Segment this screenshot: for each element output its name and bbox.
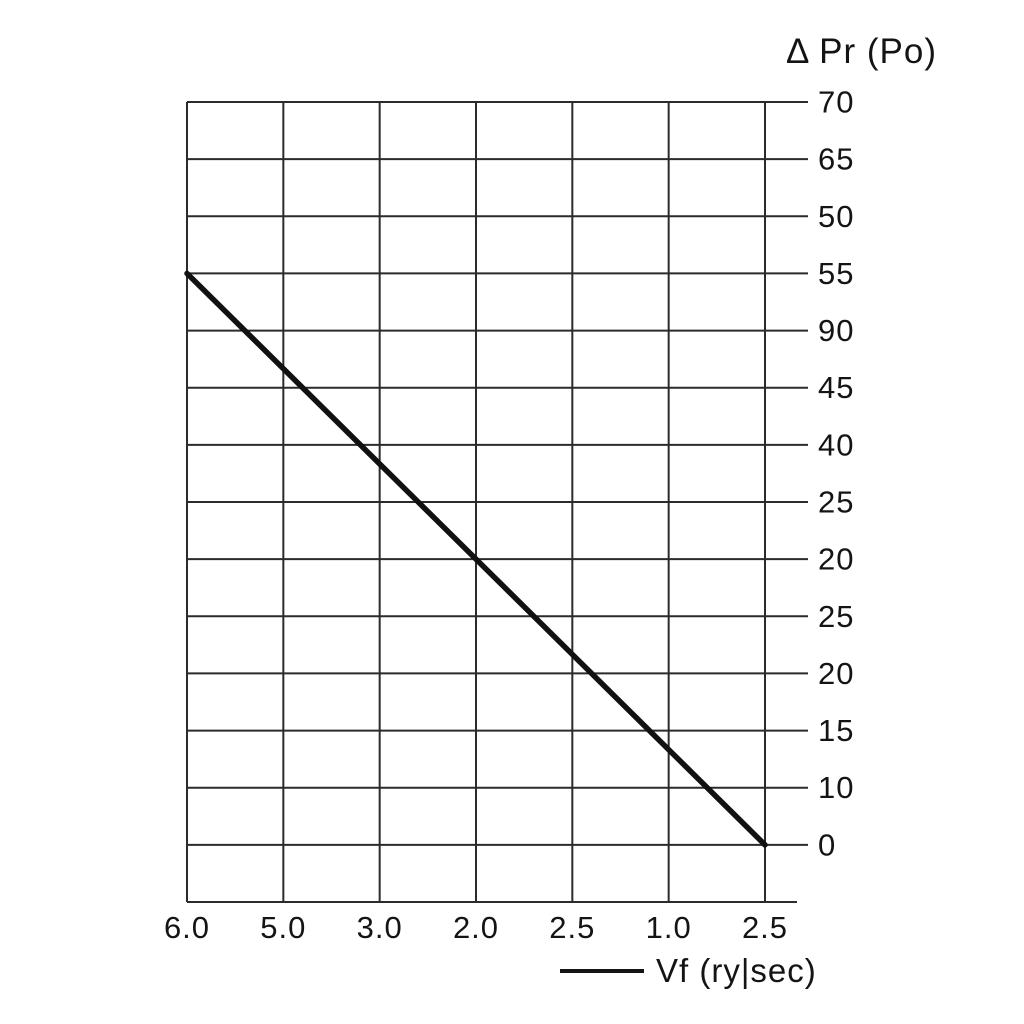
y-tick-label: 0 bbox=[818, 827, 836, 862]
x-tick-label: 1.0 bbox=[646, 910, 692, 945]
y-tick-label: 25 bbox=[818, 599, 854, 634]
x-tick-label: 2.5 bbox=[742, 910, 788, 945]
x-tick-label: 6.0 bbox=[164, 910, 210, 945]
x-tick-label: 2.5 bbox=[549, 910, 595, 945]
y-tick-label: 45 bbox=[818, 370, 854, 405]
y-tick-label: 10 bbox=[818, 770, 854, 805]
y-tick-label: 15 bbox=[818, 713, 854, 748]
y-tick-label: 55 bbox=[818, 256, 854, 291]
y-tick-label: 20 bbox=[818, 656, 854, 691]
y-tick-label: 50 bbox=[818, 199, 854, 234]
y-tick-label: 70 bbox=[818, 85, 854, 120]
legend: Vf (ry|sec) bbox=[560, 952, 817, 990]
y-tick-label: 20 bbox=[818, 542, 854, 577]
x-tick-label: 5.0 bbox=[260, 910, 306, 945]
x-tick-label: 3.0 bbox=[357, 910, 403, 945]
legend-line-sample bbox=[560, 969, 644, 973]
y-axis-title: Δ Pr (Po) bbox=[786, 32, 938, 71]
y-tick-label: 25 bbox=[818, 485, 854, 520]
y-tick-label: 65 bbox=[818, 142, 854, 177]
legend-label: Vf (ry|sec) bbox=[656, 952, 817, 989]
series-line bbox=[184, 270, 768, 848]
y-tick-label: 90 bbox=[818, 313, 854, 348]
y-tick-label: 40 bbox=[818, 427, 854, 462]
x-tick-label: 2.0 bbox=[453, 910, 499, 945]
